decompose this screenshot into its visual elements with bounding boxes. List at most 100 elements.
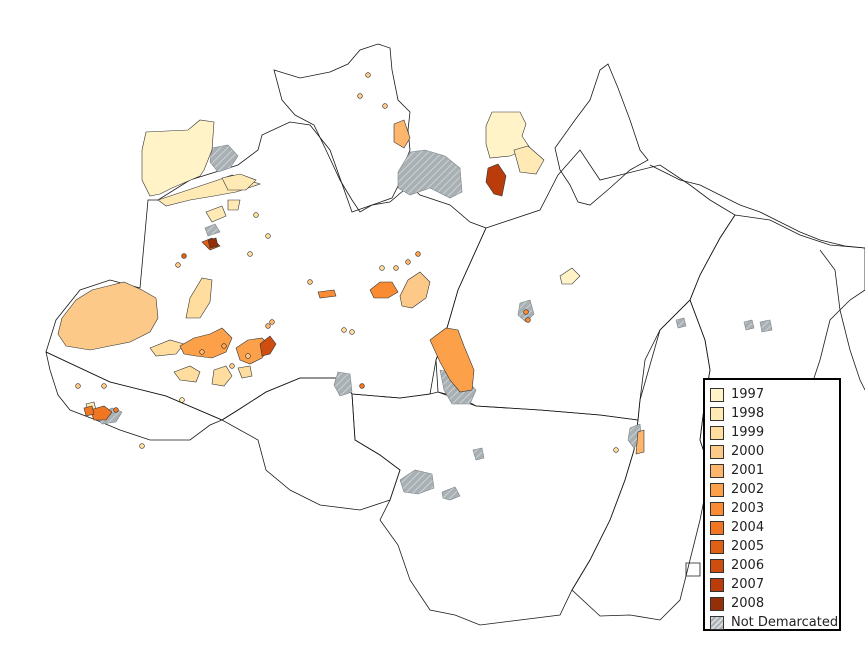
legend-label: 2008 <box>731 596 765 611</box>
territory-1999 <box>253 212 259 218</box>
territory-2004 <box>89 405 113 421</box>
territory-2000 <box>365 72 371 78</box>
legend-swatch <box>710 558 724 573</box>
legend-swatch <box>710 539 724 554</box>
territory-1998 <box>205 205 227 223</box>
legend-item: 2000 <box>710 442 839 461</box>
territory-not-demarcated <box>397 149 463 199</box>
territory-not-demarcated <box>675 317 687 329</box>
legend-label: Not Demarcated <box>731 615 839 630</box>
legend-item: 2007 <box>710 575 839 594</box>
territory-1997 <box>559 267 581 285</box>
territory-1999 <box>139 443 145 449</box>
legend-swatch <box>710 615 724 630</box>
territory-not-demarcated <box>472 447 485 461</box>
territory-2000 <box>75 383 81 389</box>
legend-swatch <box>710 501 724 516</box>
territory-2000 <box>393 265 399 271</box>
legend-item: 2005 <box>710 537 839 556</box>
legend-label: 2005 <box>731 539 765 554</box>
territory-2003 <box>525 317 531 323</box>
territory-1997 <box>485 111 531 159</box>
territory-1997 <box>141 119 215 197</box>
territory-2000 <box>175 262 181 268</box>
territory-2007 <box>485 163 507 197</box>
territory-2003 <box>523 309 529 315</box>
legend-label: 1998 <box>731 406 765 421</box>
territory-not-demarcated <box>759 319 773 333</box>
territory-1999 <box>265 233 271 239</box>
territory-2000 <box>245 353 251 359</box>
territory-2000 <box>399 271 431 309</box>
territory-1999 <box>349 329 355 335</box>
territory-not-demarcated <box>441 486 461 501</box>
legend-label: 1999 <box>731 425 765 440</box>
legend-swatch <box>710 444 724 459</box>
legend-label: 2004 <box>731 520 765 535</box>
legend-item: 2002 <box>710 480 839 499</box>
legend-label: 2001 <box>731 463 765 478</box>
legend-swatch <box>710 577 724 592</box>
territory-2000 <box>382 103 388 109</box>
territory-1999 <box>173 365 201 383</box>
territory-2000 <box>229 363 235 369</box>
legend-swatch <box>710 425 724 440</box>
territory-not-demarcated <box>209 144 239 173</box>
state-boundary-mato-grosso <box>351 391 639 626</box>
territory-2001 <box>405 259 411 265</box>
demarcated-territories <box>57 72 645 455</box>
state-boundaries <box>45 43 865 626</box>
territory-1998 <box>179 397 185 403</box>
territory-2006 <box>259 335 277 357</box>
territory-1999 <box>379 265 385 271</box>
legend-label: 2002 <box>731 482 765 497</box>
territory-1999 <box>185 277 213 319</box>
legend-item: 2008 <box>710 594 839 613</box>
legend-label: 2003 <box>731 501 765 516</box>
coastline-segment <box>649 164 865 249</box>
territory-2000 <box>57 281 159 351</box>
legend-item: 2003 <box>710 499 839 518</box>
state-boundary-south <box>685 562 701 577</box>
territory-not-demarcated <box>333 371 353 397</box>
territory-2000 <box>357 93 363 99</box>
territory-2004 <box>113 407 119 413</box>
legend-label: 2007 <box>731 577 765 592</box>
state-boundary-rondonia <box>221 377 401 511</box>
territory-2004 <box>359 383 365 389</box>
legend-item: 2006 <box>710 556 839 575</box>
territory-1998 <box>227 199 241 211</box>
state-boundary-piaui <box>819 249 865 391</box>
territory-2002 <box>179 327 233 359</box>
territory-2001 <box>199 349 205 355</box>
territory-1999 <box>341 327 347 333</box>
territory-2003 <box>369 281 399 299</box>
territory-2008 <box>207 237 219 249</box>
territory-not-demarcated <box>743 319 755 331</box>
legend: 1997 1998 1999 2000 2001 2002 2003 2004 2005 2006… <box>703 378 841 631</box>
territory-not-demarcated <box>204 223 221 237</box>
territory-1998 <box>513 145 545 175</box>
territory-2002 <box>415 251 421 257</box>
state-boundary-acre <box>45 351 224 441</box>
territory-2002 <box>429 327 475 393</box>
legend-item: 2001 <box>710 461 839 480</box>
territory-2001 <box>393 119 411 149</box>
state-boundary-para <box>435 149 736 421</box>
legend-swatch <box>710 596 724 611</box>
territory-1999 <box>237 365 253 379</box>
territory-1999 <box>247 251 253 257</box>
territory-1999 <box>613 447 619 453</box>
legend-item: 1998 <box>710 404 839 423</box>
territory-1998 <box>221 173 257 191</box>
legend-swatch <box>710 520 724 535</box>
territory-2000 <box>101 383 107 389</box>
legend-item: 2004 <box>710 518 839 537</box>
legend-swatch <box>710 463 724 478</box>
territory-2000 <box>307 279 313 285</box>
legend-swatch <box>710 482 724 497</box>
territory-2004 <box>83 405 95 417</box>
territory-1999 <box>149 339 185 357</box>
territory-1999 <box>211 365 233 387</box>
